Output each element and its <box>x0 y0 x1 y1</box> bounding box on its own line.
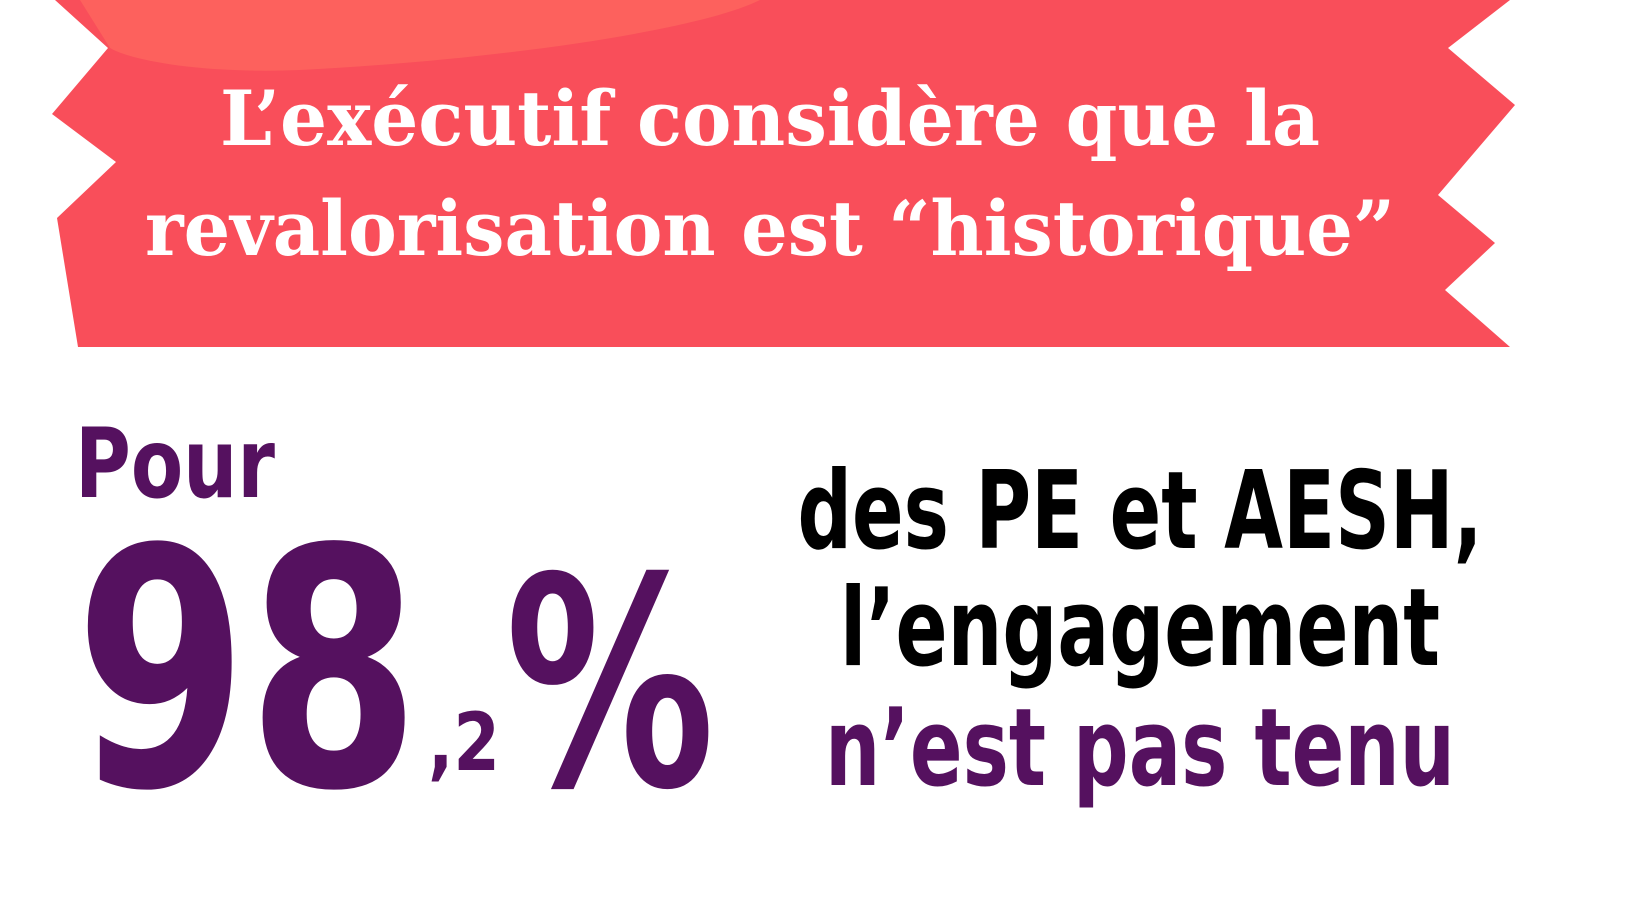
banner-line: L’exécutif considère que la <box>220 74 1320 163</box>
banner-highlight <box>80 0 760 71</box>
claim-line: l’engagement <box>840 566 1440 691</box>
banner <box>52 0 1515 347</box>
stat-unit: % <box>505 517 715 854</box>
banner-line: revalorisation est “historique” <box>145 184 1395 273</box>
stat-prefix: Pour <box>75 408 276 520</box>
claim-line: des PE et AESH, <box>798 449 1483 574</box>
stat-integer: 98 <box>75 479 420 863</box>
claim-line: n’est pas tenu <box>825 686 1455 811</box>
stat-decimal: ,2 <box>428 696 500 789</box>
